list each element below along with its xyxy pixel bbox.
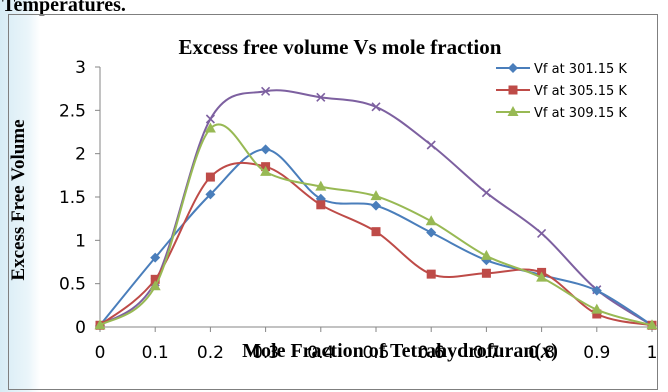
data-point bbox=[480, 249, 492, 260]
data-point-stroke-b bbox=[537, 228, 547, 238]
data-point bbox=[426, 269, 436, 279]
y-tick-label: 2 bbox=[75, 145, 86, 165]
data-point bbox=[316, 92, 326, 102]
data-point-stroke-b bbox=[481, 188, 491, 198]
data-point bbox=[94, 319, 106, 330]
series-line bbox=[99, 148, 653, 327]
x-tick-label: 0.1 bbox=[142, 343, 169, 363]
x-axis-label: Mole Fraction of Tetrahydrofuran(x) bbox=[242, 340, 558, 362]
data-point-stroke-b bbox=[261, 86, 271, 96]
data-point bbox=[537, 228, 547, 238]
x-tick-label: 0.2 bbox=[197, 343, 224, 363]
data-point bbox=[150, 252, 161, 263]
data-point bbox=[315, 180, 327, 191]
data-point bbox=[370, 190, 382, 201]
data-point bbox=[260, 165, 272, 176]
legend-swatch-marker bbox=[507, 106, 519, 116]
data-point bbox=[592, 309, 602, 319]
data-point-stroke-b bbox=[371, 102, 381, 112]
y-tick-label: 1 bbox=[75, 231, 86, 251]
y-axis-label: Excess Free Volume bbox=[8, 119, 29, 280]
x-tick-label: 0 bbox=[95, 343, 106, 363]
legend-item-1: Vf at 301.15 K bbox=[496, 62, 627, 77]
legend-swatch-marker bbox=[508, 85, 518, 95]
chart-title: Excess free volume Vs mole fraction bbox=[179, 35, 502, 59]
plot-area: 0 0.5 1 1.5 2 2.5 3 0 0.1 0.2 0.3 0.4 0.5 0.6 0.7 0.8 0.… bbox=[59, 58, 658, 363]
series-2 bbox=[95, 161, 657, 330]
legend-label: Vf at 309.15 K bbox=[534, 106, 627, 121]
x-tick-label: 0.7 bbox=[473, 343, 500, 363]
data-point bbox=[204, 122, 216, 133]
data-point bbox=[150, 274, 160, 284]
x-tick-label: 0.6 bbox=[418, 343, 445, 363]
data-point bbox=[205, 114, 215, 124]
series-line bbox=[99, 161, 653, 327]
data-point bbox=[371, 102, 381, 112]
data-point bbox=[205, 172, 215, 182]
y-tick-label: 0 bbox=[75, 318, 86, 338]
data-point bbox=[260, 144, 271, 155]
data-point bbox=[371, 227, 381, 237]
y-tick-label: 3 bbox=[75, 58, 86, 78]
legend-item-2: Vf at 305.15 K bbox=[496, 84, 627, 99]
x-tick-label: 0.5 bbox=[362, 343, 389, 363]
y-tick-label: 0.5 bbox=[59, 275, 86, 295]
data-point bbox=[481, 188, 491, 198]
data-point bbox=[205, 189, 216, 200]
data-point-stroke-b bbox=[316, 92, 326, 102]
figure-caption: Temperatures. bbox=[2, 0, 126, 16]
series-1 bbox=[95, 144, 657, 331]
data-point bbox=[426, 227, 437, 238]
data-point-stroke-b bbox=[205, 114, 215, 124]
legend: Vf at 301.15 K Vf at 305.15 K Vf at 309.15… bbox=[496, 62, 627, 121]
x-tick-label: 0.4 bbox=[307, 343, 334, 363]
x-axis-label-variable: x bbox=[540, 340, 551, 362]
legend-label: Vf at 305.15 K bbox=[534, 84, 627, 99]
data-point bbox=[426, 140, 436, 150]
data-point bbox=[149, 280, 161, 291]
data-point bbox=[646, 319, 658, 330]
data-point bbox=[316, 200, 326, 210]
series-3 bbox=[94, 122, 658, 330]
x-tick-label: 0.3 bbox=[252, 343, 279, 363]
page-background-strip bbox=[0, 0, 40, 392]
data-point bbox=[425, 215, 437, 226]
series-line bbox=[99, 123, 653, 327]
data-point-stroke-b bbox=[426, 140, 436, 150]
x-axis-label-main: Mole Fraction of Tetrahydrofuran( bbox=[242, 340, 541, 362]
legend-item-3: Vf at 309.15 K bbox=[496, 106, 627, 121]
data-point bbox=[591, 285, 602, 296]
x-tick-label: 1 bbox=[647, 343, 658, 363]
x-tick-label: 0.9 bbox=[583, 343, 610, 363]
legend-swatch-marker bbox=[508, 63, 518, 73]
y-tick-label: 2.5 bbox=[59, 101, 86, 121]
data-point bbox=[481, 268, 491, 278]
data-point bbox=[261, 86, 271, 96]
chart-frame bbox=[8, 14, 658, 390]
data-point bbox=[536, 271, 548, 282]
data-point bbox=[371, 200, 381, 211]
y-tick-label: 1.5 bbox=[59, 188, 86, 208]
x-tick-label: 0.8 bbox=[528, 343, 555, 363]
x-axis-label-close: ) bbox=[551, 340, 558, 362]
legend-label: Vf at 301.15 K bbox=[534, 62, 627, 77]
data-point bbox=[591, 303, 603, 314]
